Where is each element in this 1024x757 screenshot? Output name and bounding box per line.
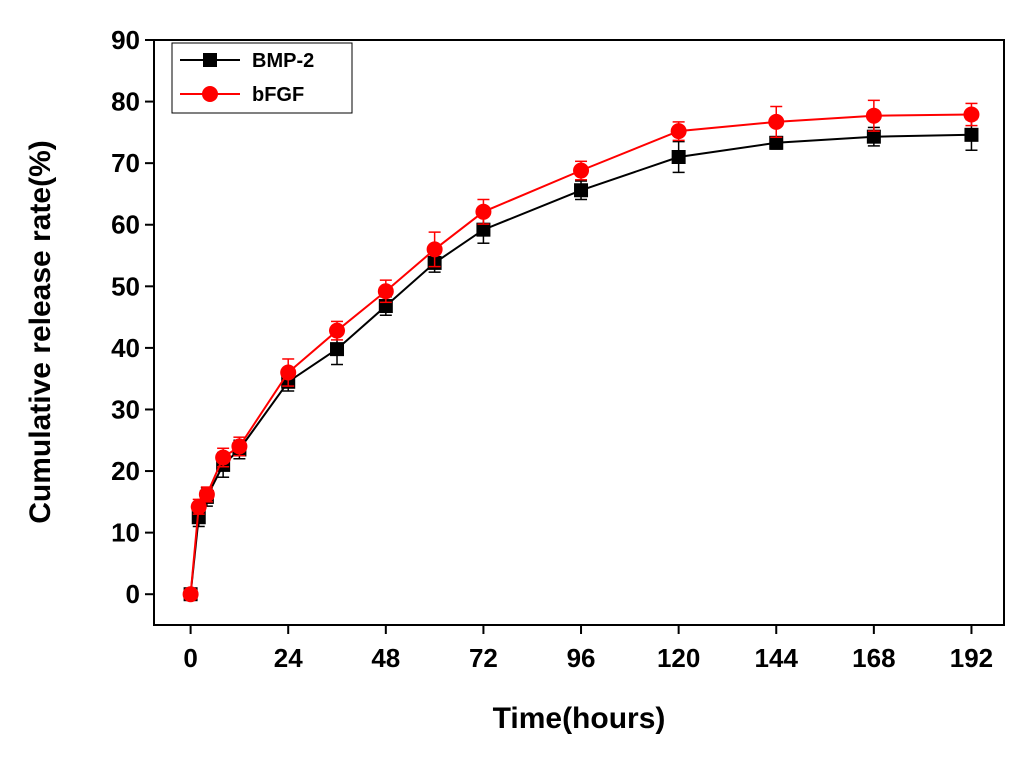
data-point [426, 241, 443, 258]
data-point [215, 449, 232, 466]
legend-box [171, 42, 353, 114]
x-tick-label: 144 [755, 643, 799, 673]
y-tick-label: 60 [111, 210, 140, 240]
data-point [475, 203, 492, 220]
y-tick-label: 90 [111, 25, 140, 55]
legend-label-bfgf: bFGF [252, 84, 304, 106]
data-point [670, 123, 687, 140]
legend-label-bmp2: BMP-2 [252, 50, 314, 72]
x-axis-title: Time(hours) [493, 702, 666, 735]
legend-marker-bfgf [202, 86, 218, 102]
data-point [377, 283, 394, 300]
x-tick-label: 48 [371, 643, 400, 673]
series-layer [182, 99, 980, 603]
data-point [769, 135, 784, 150]
series-line [189, 133, 972, 595]
x-tick-label: 72 [469, 643, 498, 673]
data-point [190, 498, 207, 515]
x-tick-label: 120 [657, 643, 700, 673]
y-tick-label: 50 [111, 271, 140, 301]
y-tick-label: 10 [111, 518, 140, 548]
x-tick-label: 96 [567, 643, 596, 673]
data-point [865, 107, 882, 124]
data-point [280, 364, 297, 381]
y-tick-label: 40 [111, 333, 140, 363]
legend: BMP-2 bFGF [171, 42, 353, 114]
data-point [476, 222, 491, 237]
data-point [866, 129, 881, 144]
y-tick-label: 70 [111, 148, 140, 178]
x-tick-label: 192 [950, 643, 993, 673]
data-point [671, 150, 686, 164]
data-point [182, 586, 199, 603]
data-point [198, 486, 215, 503]
data-point [964, 127, 979, 142]
data-point [963, 106, 980, 123]
axis-ticks: 0 24 48 72 96 120 144 168 192 0 10 20 30 40 50 60 70 80 90 [111, 25, 993, 673]
data-point [573, 162, 590, 179]
y-tick-label: 20 [111, 456, 140, 486]
data-point [231, 438, 248, 455]
y-axis-title: Cumulative release rate(%) [24, 140, 57, 524]
data-point [330, 342, 345, 357]
y-tick-label: 30 [111, 394, 140, 424]
x-tick-label: 168 [852, 643, 895, 673]
series-bfgf [182, 99, 980, 603]
data-point [574, 183, 589, 198]
y-tick-label: 0 [126, 579, 140, 609]
x-tick-label: 24 [274, 643, 303, 673]
data-point [329, 322, 346, 339]
data-point [768, 113, 785, 130]
y-tick-label: 80 [111, 87, 140, 117]
legend-marker-bmp2 [203, 53, 217, 67]
x-tick-label: 0 [183, 643, 197, 673]
plot-frame [153, 39, 1005, 626]
